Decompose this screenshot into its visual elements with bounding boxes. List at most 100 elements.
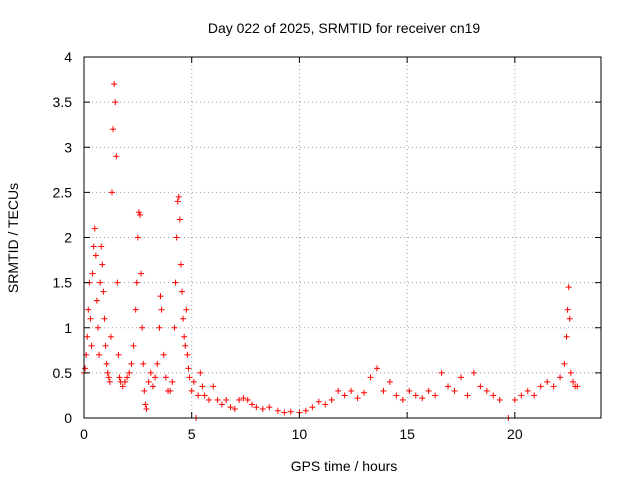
data-point: [361, 389, 368, 396]
y-tick-label: 0: [64, 410, 72, 426]
data-point: [259, 405, 266, 412]
data-point: [137, 211, 144, 218]
data-point: [210, 383, 217, 390]
data-point: [274, 407, 281, 414]
data-point: [175, 193, 182, 200]
y-tick-label: 0.5: [53, 365, 73, 381]
data-point: [561, 360, 568, 367]
data-point: [177, 261, 184, 268]
data-point: [457, 374, 464, 381]
axis-ticks: 0 5 10 15 20 0 0.5 1 1.5 2 2.5 3 3.5 4: [53, 49, 601, 442]
data-point: [103, 360, 110, 367]
x-tick-label: 5: [188, 426, 196, 442]
data-point: [139, 324, 146, 331]
data-point: [464, 392, 471, 399]
data-point: [156, 324, 163, 331]
data-point: [328, 396, 335, 403]
data-point: [179, 288, 186, 295]
y-tick-label: 2.5: [53, 184, 73, 200]
data-point: [287, 408, 294, 415]
data-point: [157, 293, 164, 300]
data-point: [99, 261, 106, 268]
data-point: [537, 383, 544, 390]
data-point: [154, 360, 161, 367]
x-tick-label: 10: [292, 426, 308, 442]
data-point: [142, 401, 149, 408]
data-point: [134, 234, 141, 241]
data-point: [162, 374, 169, 381]
data-point: [341, 392, 348, 399]
data-point: [90, 243, 97, 250]
data-point: [181, 333, 188, 340]
data-point: [82, 365, 89, 372]
data-point: [244, 396, 251, 403]
data-point: [126, 369, 133, 376]
data-point: [432, 392, 439, 399]
data-point: [188, 387, 195, 394]
data-point: [236, 396, 243, 403]
data-point: [85, 306, 92, 313]
data-point: [218, 401, 225, 408]
data-point: [105, 374, 112, 381]
data-point: [425, 387, 432, 394]
y-tick-label: 1: [64, 320, 72, 336]
data-point: [253, 404, 260, 411]
data-point: [490, 392, 497, 399]
x-axis-label: GPS time / hours: [291, 458, 398, 474]
data-point: [98, 243, 105, 250]
data-point: [544, 378, 551, 385]
x-tick-label: 15: [399, 426, 415, 442]
data-point: [483, 387, 490, 394]
data-point: [201, 392, 208, 399]
data-point: [386, 378, 393, 385]
data-point: [412, 392, 419, 399]
data-point: [97, 279, 104, 286]
data-point: [152, 374, 159, 381]
data-point: [451, 387, 458, 394]
y-tick-label: 4: [64, 49, 72, 65]
data-point: [550, 383, 557, 390]
data-point: [205, 396, 212, 403]
data-point: [190, 378, 197, 385]
data-point: [158, 306, 165, 313]
data-point: [91, 225, 98, 232]
data-point: [106, 378, 113, 385]
data-point: [121, 378, 128, 385]
data-point: [111, 81, 118, 88]
data-point: [110, 126, 117, 133]
data-point: [138, 270, 145, 277]
data-point: [302, 407, 309, 414]
data-point: [185, 365, 192, 372]
data-point: [147, 369, 154, 376]
data-point: [223, 396, 230, 403]
data-point: [406, 387, 413, 394]
data-point: [112, 99, 119, 106]
data-point: [92, 252, 99, 259]
data-point: [109, 189, 116, 196]
data-point: [199, 383, 206, 390]
data-point: [176, 216, 183, 223]
data-point: [100, 288, 107, 295]
data-point: [115, 351, 122, 358]
data-point: [348, 387, 355, 394]
data-point: [195, 392, 202, 399]
data-point: [518, 392, 525, 399]
data-point: [438, 369, 445, 376]
plot-frame: [83, 56, 602, 419]
data-point: [335, 387, 342, 394]
data-point: [227, 404, 234, 411]
y-tick-label: 3: [64, 139, 72, 155]
y-tick-label: 3.5: [53, 94, 73, 110]
data-point: [564, 306, 571, 313]
data-point: [87, 315, 94, 322]
data-point: [477, 383, 484, 390]
data-point: [197, 369, 204, 376]
data-point: [135, 209, 142, 216]
data-point: [149, 383, 156, 390]
y-tick-label: 1.5: [53, 275, 73, 291]
data-point: [116, 374, 123, 381]
data-point: [496, 396, 503, 403]
data-point: [104, 369, 111, 376]
data-point: [84, 333, 91, 340]
